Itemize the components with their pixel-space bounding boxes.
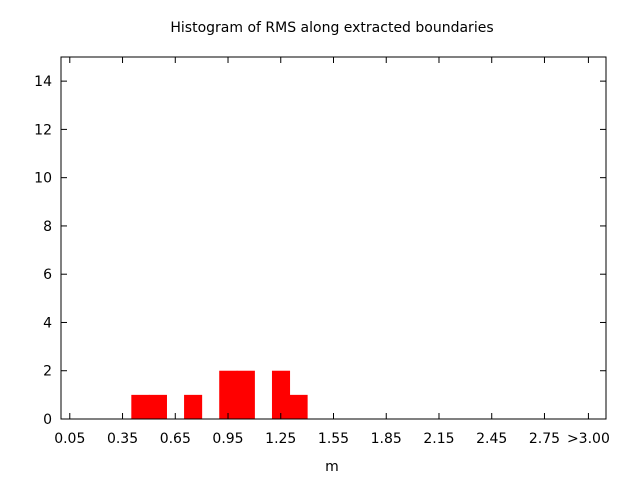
y-tick-label: 8 bbox=[43, 219, 52, 235]
x-tick-label: 0.35 bbox=[107, 431, 138, 447]
y-tick-label: 14 bbox=[34, 74, 52, 90]
bars-group bbox=[131, 370, 308, 419]
x-tick-label: 1.25 bbox=[265, 431, 296, 447]
x-tick-label: 0.95 bbox=[212, 431, 243, 447]
x-tick-label: 2.15 bbox=[423, 431, 454, 447]
histogram-bar bbox=[289, 394, 308, 419]
y-tick-label: 12 bbox=[34, 122, 52, 138]
histogram-bar bbox=[219, 370, 238, 419]
y-tick-label: 10 bbox=[34, 171, 52, 187]
y-tick-label: 0 bbox=[43, 412, 52, 428]
histogram-bar bbox=[236, 370, 255, 419]
x-tick-label: >3.00 bbox=[567, 431, 610, 447]
x-tick-label: 2.45 bbox=[476, 431, 507, 447]
chart-title: Histogram of RMS along extracted boundar… bbox=[170, 20, 493, 36]
histogram-bar bbox=[271, 370, 291, 419]
x-tick-label: 1.55 bbox=[318, 431, 349, 447]
histogram-bar bbox=[184, 394, 203, 419]
x-tick-label: 1.85 bbox=[371, 431, 402, 447]
x-tick-label: 0.05 bbox=[54, 431, 85, 447]
x-axis-label: m bbox=[325, 459, 339, 475]
ticks-group: 0 2 4 6 8 10 12 14 0.05 0.35 0.65 0.95 1.25 1.55 1.85 2… bbox=[34, 57, 610, 447]
y-tick-label: 6 bbox=[43, 267, 52, 283]
y-tick-label: 4 bbox=[43, 315, 52, 331]
y-tick-label: 2 bbox=[43, 364, 52, 380]
histogram-bar bbox=[131, 394, 150, 419]
histogram-bar bbox=[148, 394, 167, 419]
x-tick-label: 0.65 bbox=[160, 431, 191, 447]
x-tick-label: 2.75 bbox=[529, 431, 560, 447]
plot-frame bbox=[60, 56, 607, 420]
